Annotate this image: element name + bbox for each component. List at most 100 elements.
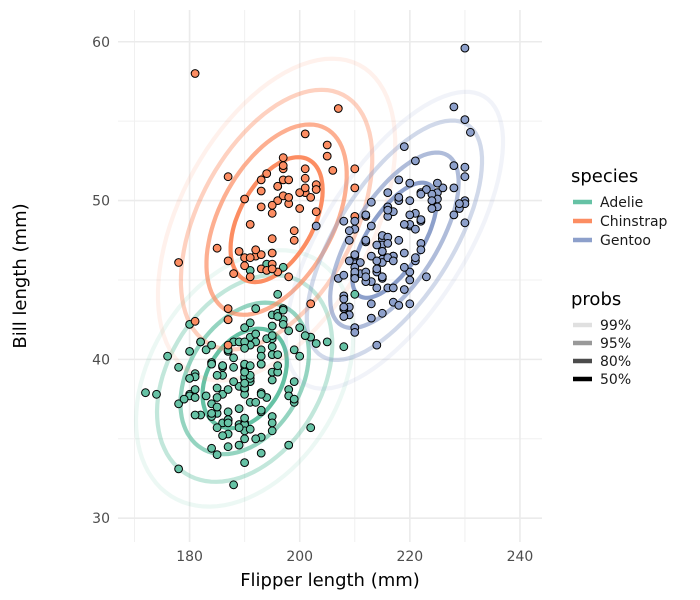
data-point-gentoo (427, 204, 437, 213)
data-point-gentoo (372, 283, 382, 293)
data-point-gentoo (405, 267, 415, 277)
data-point-adelie (295, 323, 305, 333)
data-point-gentoo (460, 218, 470, 228)
data-point-adelie (223, 407, 233, 417)
data-point-adelie (339, 342, 349, 352)
data-point-adelie (240, 378, 250, 388)
data-point-adelie (240, 367, 250, 377)
data-point-gentoo (339, 294, 349, 304)
data-point-adelie (240, 413, 250, 423)
data-point-gentoo (433, 178, 442, 188)
data-point-chinstrap (256, 250, 266, 260)
data-point-adelie (289, 345, 299, 355)
data-point-adelie (190, 410, 200, 420)
data-point-adelie (251, 434, 261, 444)
data-point-adelie (278, 305, 288, 315)
data-point-chinstrap (234, 247, 244, 256)
data-point-chinstrap (267, 208, 277, 218)
data-point-gentoo (350, 250, 360, 260)
data-point-chinstrap (311, 185, 321, 194)
data-point-gentoo (455, 199, 464, 209)
data-point-gentoo (361, 272, 371, 282)
data-point-gentoo (339, 270, 349, 280)
data-point-adelie (185, 374, 195, 383)
data-point-gentoo (388, 256, 398, 266)
data-point-chinstrap (350, 164, 360, 174)
grid-lines (118, 10, 542, 542)
data-point-gentoo (449, 161, 459, 171)
data-point-chinstrap (267, 264, 277, 274)
data-point-chinstrap (322, 151, 332, 161)
data-point-chinstrap (300, 164, 310, 174)
data-point-chinstrap (300, 183, 310, 193)
data-point-adelie (267, 418, 277, 428)
data-point-gentoo (383, 239, 393, 248)
data-point-gentoo (372, 264, 382, 274)
data-point-adelie (223, 442, 233, 452)
data-point-chinstrap (289, 226, 299, 236)
data-point-chinstrap (223, 172, 233, 182)
data-point-adelie (179, 394, 189, 404)
data-point-gentoo (416, 215, 426, 225)
data-point-gentoo (422, 272, 431, 282)
data-point-chinstrap (190, 69, 200, 78)
y-tick-label: 40 (92, 352, 110, 368)
data-point-adelie (240, 323, 250, 333)
density-contour-adelie (154, 272, 335, 484)
data-point-gentoo (460, 43, 470, 53)
data-point-adelie (152, 389, 161, 399)
data-point-chinstrap (245, 272, 255, 282)
data-point-adelie (207, 443, 217, 453)
data-point-gentoo (377, 308, 387, 318)
data-point-chinstrap (267, 248, 277, 258)
data-point-adelie (295, 351, 305, 361)
probs-label-50: 50% (600, 372, 631, 388)
density-contour-chinstrap (204, 122, 349, 317)
data-point-adelie (300, 331, 310, 341)
data-point-adelie (190, 393, 200, 402)
data-point-chinstrap (240, 261, 250, 271)
data-point-gentoo (388, 283, 398, 293)
data-point-gentoo (405, 178, 415, 188)
density-contour-gentoo (304, 118, 485, 362)
data-point-gentoo (405, 275, 415, 285)
species-legend-title: species (571, 166, 638, 187)
data-point-adelie (229, 353, 239, 363)
data-point-chinstrap (278, 161, 288, 171)
data-point-adelie (212, 402, 222, 412)
data-point-chinstrap (273, 181, 283, 191)
data-point-adelie (273, 350, 283, 360)
data-point-chinstrap (284, 272, 294, 282)
data-point-adelie (229, 377, 239, 387)
data-point-adelie (273, 312, 283, 321)
data-point-gentoo (344, 226, 354, 236)
data-point-adelie (245, 361, 255, 371)
data-point-adelie (284, 440, 294, 450)
data-point-chinstrap (229, 269, 239, 279)
data-point-adelie (229, 362, 239, 372)
data-point-chinstrap (311, 207, 321, 217)
data-point-adelie (273, 289, 283, 299)
data-point-gentoo (339, 216, 349, 226)
data-point-chinstrap (333, 104, 343, 113)
data-point-chinstrap (350, 183, 360, 193)
data-point-gentoo (405, 299, 415, 309)
data-point-adelie (284, 326, 294, 336)
data-point-gentoo (411, 156, 420, 166)
x-tick-label: 200 (286, 549, 313, 565)
data-point-gentoo (399, 285, 409, 294)
data-point-adelie (251, 329, 261, 339)
data-point-gentoo (449, 102, 459, 112)
data-point-gentoo (344, 235, 354, 245)
data-point-adelie (212, 370, 222, 380)
data-point-adelie (234, 440, 244, 450)
data-point-gentoo (350, 216, 360, 226)
data-point-gentoo (377, 247, 387, 256)
data-point-adelie (278, 320, 288, 329)
data-point-adelie (174, 464, 184, 474)
data-point-adelie (141, 388, 150, 398)
data-point-gentoo (339, 312, 349, 321)
data-point-gentoo (377, 272, 387, 282)
data-point-gentoo (361, 235, 371, 245)
